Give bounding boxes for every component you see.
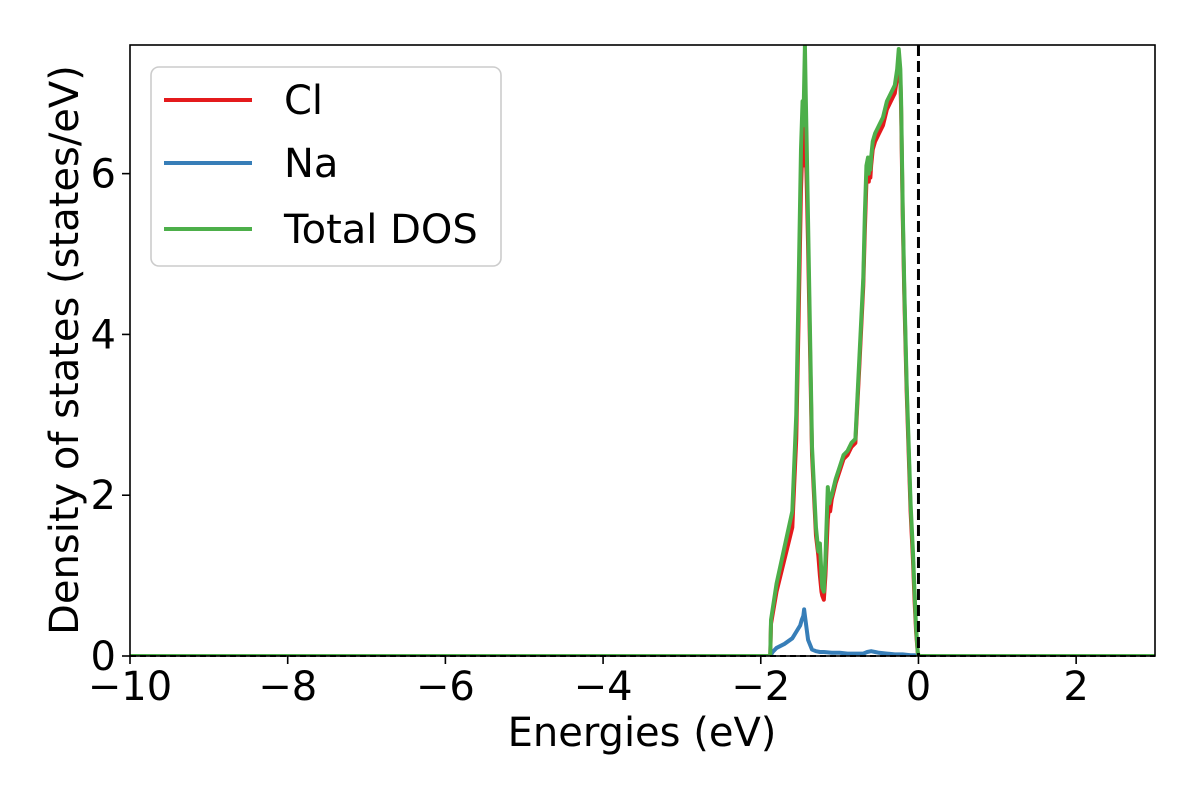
series-layer <box>130 45 1155 656</box>
x-tick-label: −6 <box>416 664 475 710</box>
y-tick-label: 0 <box>91 634 116 680</box>
plot-frame <box>129 44 1156 657</box>
x-axis-label: Energies (eV) <box>508 710 777 756</box>
y-tick-label: 2 <box>91 473 116 519</box>
x-tick-label: −4 <box>574 664 633 710</box>
x-axis-ticks: −10 −8 −6 −4 −2 0 2 <box>88 656 1089 710</box>
x-tick-label: −10 <box>88 664 172 710</box>
legend-label-total-dos: Total DOS <box>283 207 478 253</box>
y-tick-label: 4 <box>91 312 116 358</box>
x-tick-label: −8 <box>258 664 317 710</box>
x-tick-label: −2 <box>731 664 790 710</box>
legend-box <box>150 66 502 267</box>
series-line-na <box>130 607 1155 656</box>
y-axis-label: Density of states (states/eV) <box>42 65 88 635</box>
legend: Cl Na Total DOS <box>150 66 502 267</box>
x-tick-label: 0 <box>906 664 931 710</box>
legend-label-na: Na <box>284 141 338 187</box>
y-tick-label: 6 <box>91 152 116 198</box>
series-line-total-dos <box>130 45 1155 656</box>
legend-label-cl: Cl <box>284 78 323 124</box>
x-tick-label: 2 <box>1063 664 1088 710</box>
y-axis-ticks: 0 2 4 6 <box>91 152 130 680</box>
